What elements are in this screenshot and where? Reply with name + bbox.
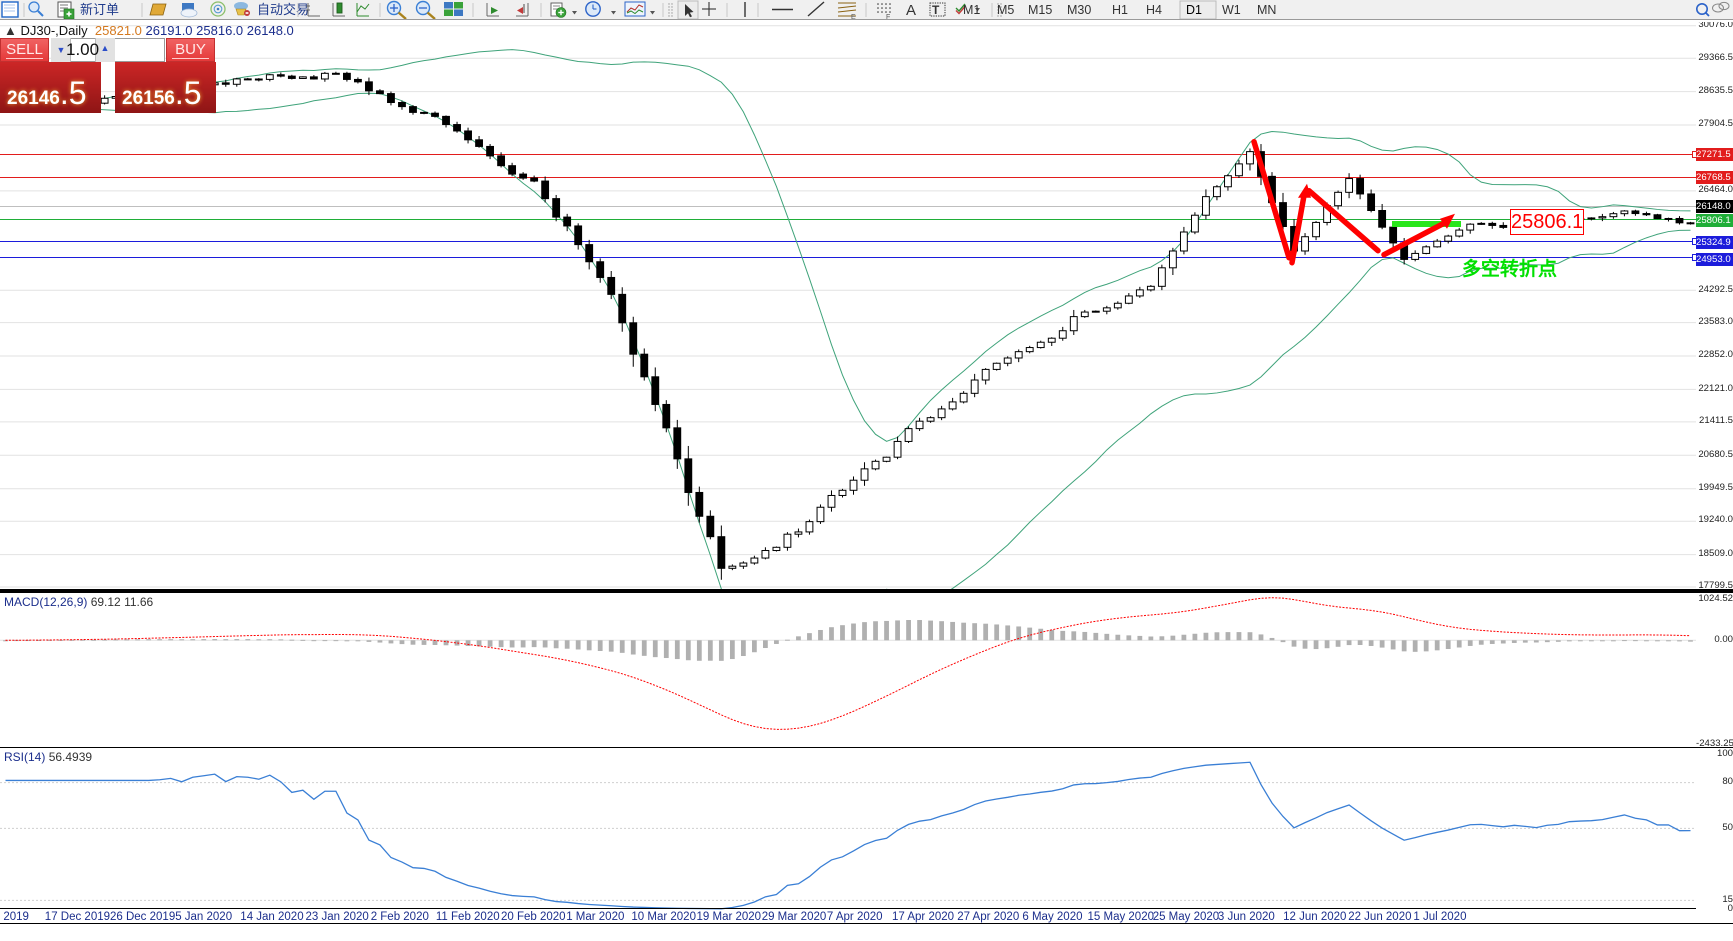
- svg-text:M1: M1: [963, 3, 980, 17]
- svg-text:A: A: [906, 2, 916, 19]
- svg-text:新订单: 新订单: [80, 2, 119, 17]
- svg-text:E: E: [851, 14, 856, 20]
- svg-text:MN: MN: [1257, 3, 1276, 17]
- svg-text:M15: M15: [1028, 3, 1052, 17]
- svg-text:M30: M30: [1067, 3, 1091, 17]
- svg-text:H4: H4: [1146, 3, 1162, 17]
- svg-text:T: T: [932, 3, 940, 17]
- svg-text:D1: D1: [1186, 3, 1202, 17]
- svg-text:W1: W1: [1222, 3, 1241, 17]
- svg-text:M5: M5: [997, 3, 1014, 17]
- svg-text:H1: H1: [1112, 3, 1128, 17]
- svg-text:自动交易: 自动交易: [257, 2, 309, 17]
- svg-text:F: F: [886, 14, 890, 20]
